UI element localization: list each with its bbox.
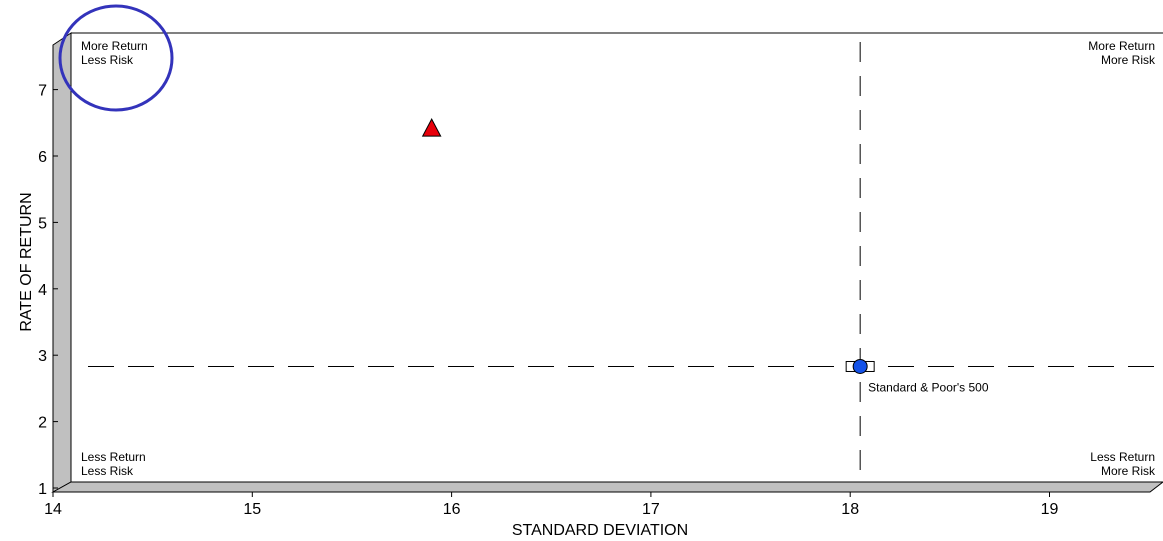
- y-axis-ticks: 1 2 3 4 5 6 7: [38, 83, 58, 498]
- point-label: Standard & Poor's 500: [868, 380, 989, 394]
- x-tick-label: 18: [841, 501, 859, 518]
- y-tick-label: 5: [38, 215, 47, 232]
- reference-lines: [88, 42, 1163, 482]
- quadrant-top-left-line2: Less Risk: [81, 53, 134, 67]
- x-tick-label: 14: [44, 501, 62, 518]
- data-points: Standard & Poor's 500: [421, 118, 989, 394]
- x-axis-title: STANDARD DEVIATION: [512, 522, 688, 539]
- y-tick-label: 6: [38, 149, 47, 166]
- x-axis-ticks: 14 15 16 17 18 19: [44, 492, 1059, 518]
- x-tick-label: 19: [1041, 501, 1059, 518]
- x-tick-label: 15: [243, 501, 261, 518]
- quadrant-top-right-line1: More Return: [1088, 39, 1155, 53]
- quadrant-bottom-left-line2: Less Risk: [81, 464, 134, 478]
- quadrant-bottom-right-line1: Less Return: [1090, 450, 1155, 464]
- x-tick-label: 17: [642, 501, 660, 518]
- quadrant-bottom-right-line2: More Risk: [1101, 464, 1156, 478]
- quadrant-top-right-line2: More Risk: [1101, 53, 1156, 67]
- chart-left-wall: [52, 32, 72, 493]
- y-tick-label: 3: [38, 348, 47, 365]
- y-axis-title: RATE OF RETURN: [18, 192, 35, 331]
- y-tick-label: 7: [38, 83, 47, 100]
- quadrant-top-left-line1: More Return: [81, 39, 148, 53]
- y-tick-label: 4: [38, 282, 47, 299]
- x-tick-label: 16: [443, 501, 461, 518]
- circle-point: [852, 358, 868, 374]
- triangle-point: [421, 118, 442, 137]
- quadrant-bottom-left-line1: Less Return: [81, 450, 146, 464]
- chart-floor-wall: [51, 481, 1163, 493]
- y-tick-label: 2: [38, 415, 47, 432]
- highlight-circle: [58, 4, 174, 112]
- y-tick-label: 1: [38, 481, 47, 498]
